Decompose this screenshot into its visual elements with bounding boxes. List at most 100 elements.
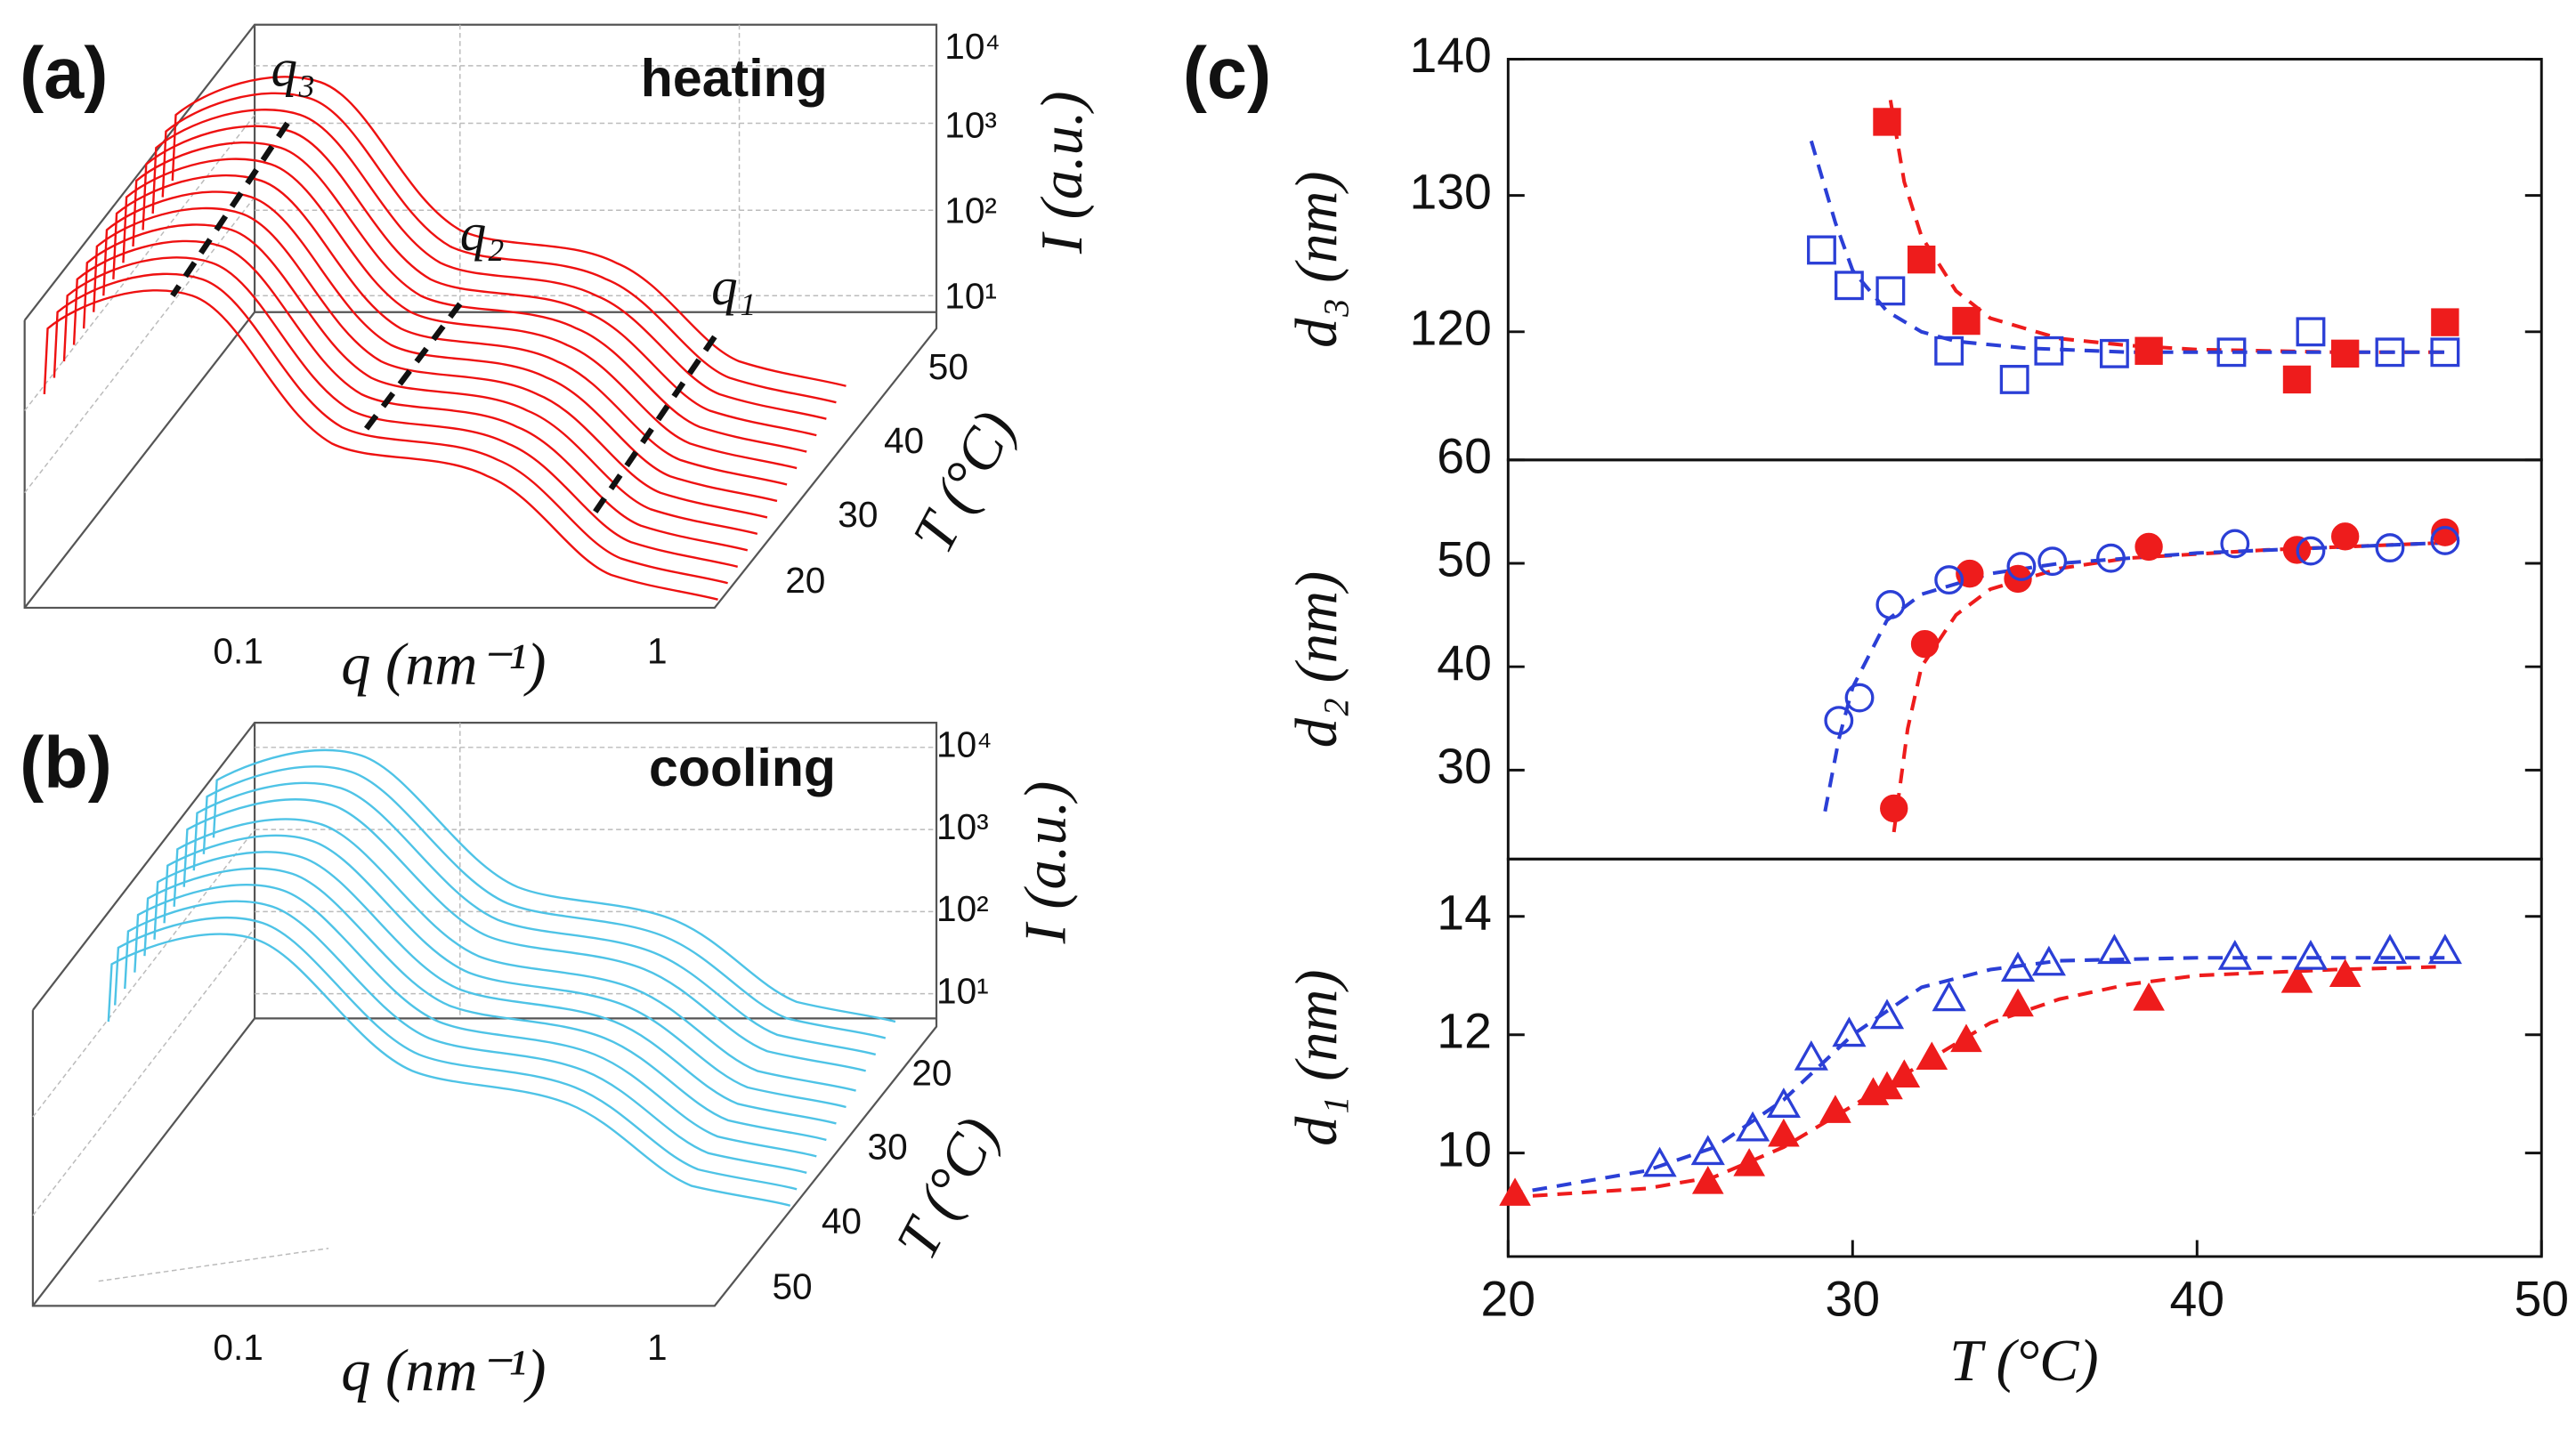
panel-a-frame [23,23,938,610]
annotation: cooling [649,739,836,797]
data-point [2329,958,2361,987]
t-tick-label: 50 [772,1266,812,1307]
data-point [2217,939,2252,970]
panel-b-curves [107,748,897,1207]
annotation: heating [641,49,828,108]
fit-line [1891,540,2445,833]
data-point [2031,945,2066,976]
z-axis-title: I (a.u.) [1030,92,1095,255]
data-point [1934,336,1964,366]
data-point [2097,934,2132,965]
x-axis-title: T (°C) [1949,1329,2099,1394]
z-tick-label: 10¹ [936,970,989,1011]
data-point [2034,336,2064,366]
data-point [1690,1135,1725,1166]
z-tick-label: 10² [944,190,997,231]
data-point [1844,683,1875,713]
peak-label: q₁ [711,257,756,316]
y-axis-title: d₂ (nm) [1284,571,1349,748]
peak-label: q₂ [460,203,505,262]
t-tick-label: 30 [868,1127,908,1168]
data-point [2096,543,2126,573]
y-tick-label: 140 [1409,28,1491,83]
x-tick-label: 40 [2169,1271,2224,1326]
data-point [1691,1166,1724,1194]
z-tick-label: 10³ [936,806,989,847]
fit-line [1809,140,2445,354]
x-axis-title: q (nm⁻¹) [341,1338,546,1403]
data-point [1768,1118,1800,1147]
data-point [2330,339,2360,368]
data-point [2002,988,2034,1017]
data-point [1869,998,1905,1030]
data-point [2282,365,2312,394]
z-tick-label: 10¹ [944,276,997,317]
peak-guide [170,121,717,520]
z-axis-title: I (a.u.) [1013,781,1078,945]
panel-label: (c) [1183,33,1271,114]
t-tick-label: 20 [911,1053,952,1094]
data-point [1950,1023,1982,1053]
data-point [2427,934,2462,965]
t-tick-label: 40 [822,1201,862,1241]
x-tick-label: 20 [1481,1271,1536,1326]
z-tick-label: 10² [936,888,989,929]
data-point [2220,529,2250,559]
x-tick-label: 50 [2514,1271,2569,1326]
data-point [2431,308,2459,336]
peak-label: q₃ [271,39,316,98]
fit-line [1507,956,2445,1197]
data-point [2372,934,2408,965]
x-axis-title: q (nm⁻¹) [341,632,546,697]
data-point [1875,590,1906,619]
data-point [1875,276,1906,306]
y-tick-label: 12 [1437,1003,1492,1058]
data-point [1932,981,1966,1012]
z-tick-label: 10⁴ [936,724,992,765]
plot-frame [1506,458,2543,861]
data-point [1907,245,1936,274]
data-point [2135,532,2163,562]
x-tick-label: 1 [647,630,668,671]
data-point [1642,1146,1677,1177]
data-point [1952,306,1981,336]
data-point [1733,1148,1766,1176]
data-point [1888,1059,1921,1087]
t-tick-label: 50 [928,346,968,387]
data-point [1824,706,1854,736]
data-point [2280,965,2313,993]
data-point [1794,1039,1828,1071]
y-tick-label: 50 [1437,532,1492,587]
data-point [1819,1095,1851,1123]
t-tick-label: 40 [884,420,924,461]
x-tick-label: 0.1 [213,630,263,671]
data-point [2431,518,2459,546]
y-tick-label: 60 [1437,428,1492,483]
data-point [2296,317,2326,347]
data-point [2330,522,2360,551]
y-axis-title: d₃ (nm) [1284,171,1349,347]
data-point [1807,235,1836,265]
x-tick-label: 0.1 [213,1327,263,1368]
t-tick-label: 30 [838,494,878,535]
data-point [2293,939,2329,970]
data-point [2430,526,2460,555]
data-point [2006,552,2037,581]
y-tick-label: 130 [1409,164,1491,219]
data-point [2216,337,2247,368]
data-point [1916,1041,1948,1071]
data-point [1873,108,1901,136]
t-tick-label: 20 [785,560,825,601]
z-tick-label: 10⁴ [944,26,1000,67]
y-tick-label: 14 [1437,885,1492,940]
data-point [2099,338,2129,368]
data-point [2135,336,2163,365]
data-point [2133,982,2165,1011]
y-tick-label: 120 [1409,300,1491,355]
data-point [2037,546,2068,577]
data-point [1934,565,1964,595]
y-tick-label: 40 [1437,635,1492,691]
panel-label: (a) [20,33,108,114]
